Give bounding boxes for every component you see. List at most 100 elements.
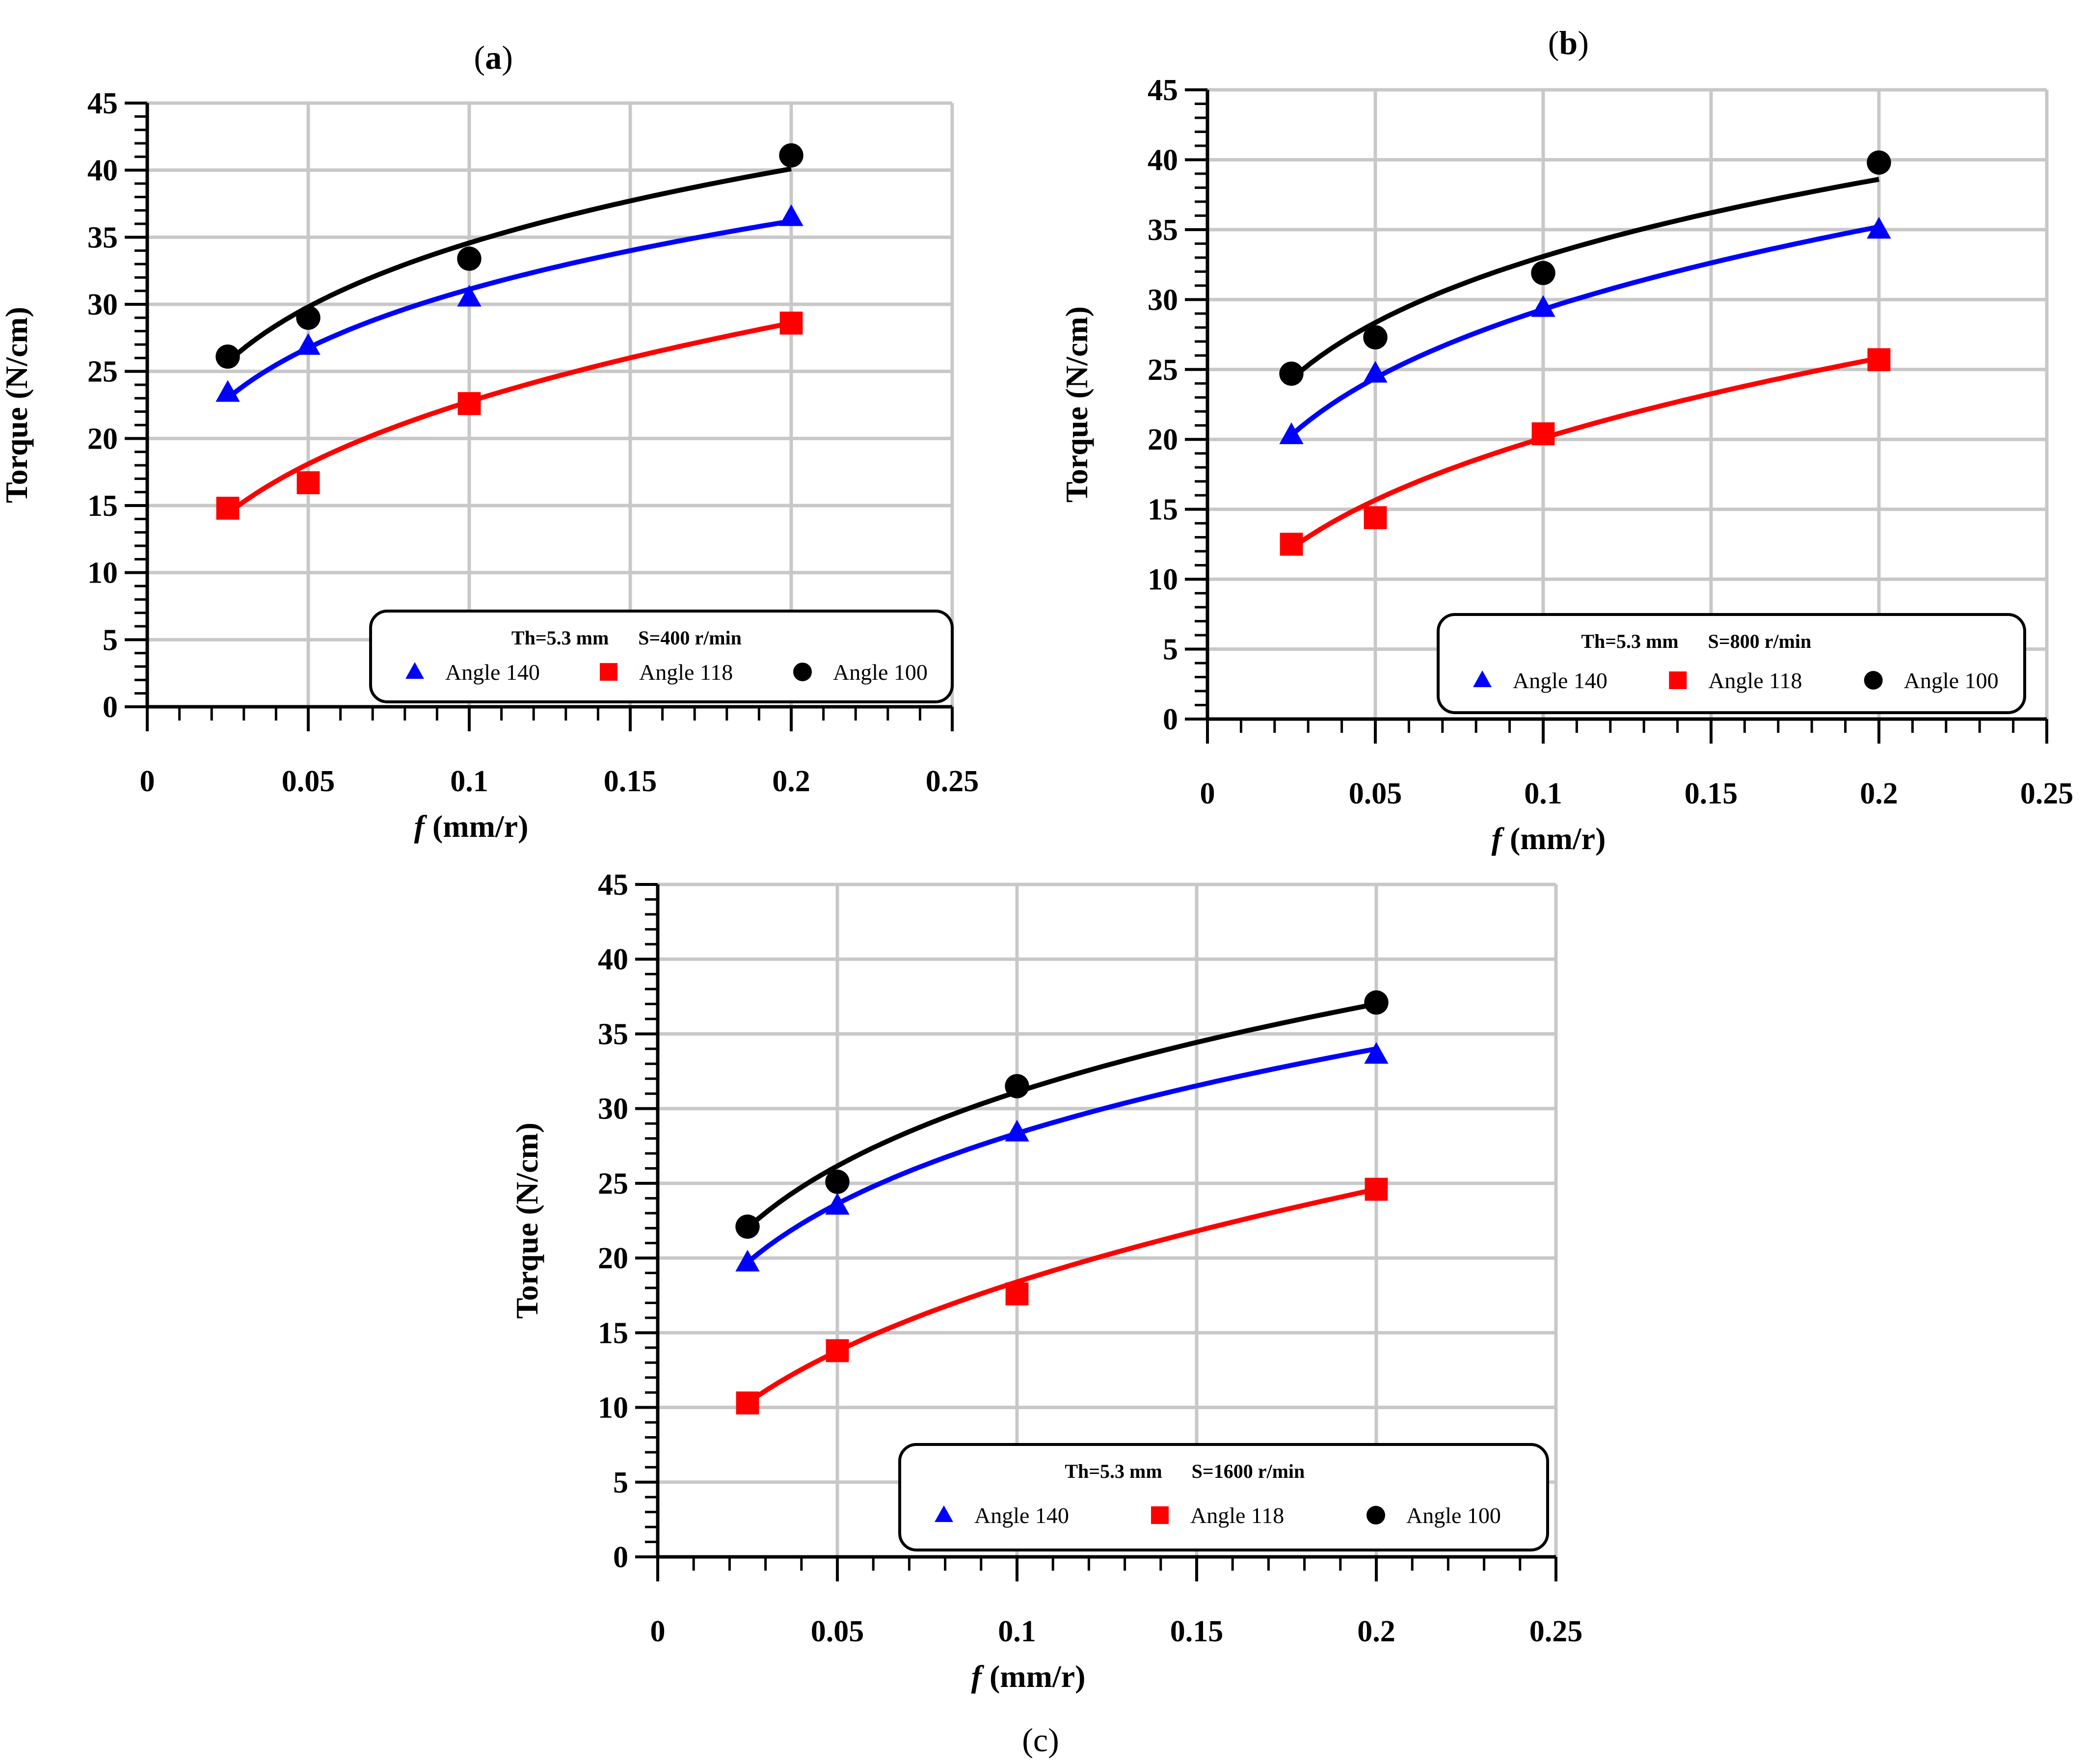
panel-label: (b)	[1548, 24, 1589, 61]
data-point	[1280, 533, 1303, 556]
y-tick-label: 25	[598, 1167, 628, 1201]
y-tick-label: 10	[598, 1391, 628, 1425]
y-tick-label: 0	[1163, 703, 1178, 736]
x-tick-label: 0.2	[772, 765, 810, 798]
x-tick-label: 0.05	[282, 765, 335, 798]
legend-title: Th=5.3 mm S=400 r/min	[511, 627, 742, 649]
y-tick-label: 45	[87, 87, 118, 120]
data-point	[1363, 361, 1388, 383]
figure-caption: (c)	[1022, 1721, 1059, 1759]
legend-marker	[1366, 1506, 1385, 1525]
x-tick-label: 0	[140, 765, 155, 798]
x-axis-title: f (mm/r)	[1492, 821, 1606, 856]
y-tick-label: 15	[598, 1316, 628, 1350]
data-point	[1867, 348, 1891, 372]
data-point	[1005, 1120, 1029, 1142]
fit-curve	[226, 218, 792, 401]
x-tick-label: 0.1	[1524, 777, 1562, 810]
data-point	[216, 497, 240, 520]
y-tick-label: 0	[103, 691, 118, 724]
x-tick-label: 0	[1200, 777, 1215, 810]
y-tick-label: 30	[598, 1093, 628, 1126]
legend-box	[898, 1443, 1549, 1551]
data-point	[1531, 295, 1555, 317]
legend-title: Th=5.3 mm S=800 r/min	[1581, 630, 1811, 652]
y-tick-label: 35	[87, 221, 118, 254]
data-point	[215, 380, 240, 402]
y-tick-label: 25	[1148, 353, 1178, 387]
legend-marker	[600, 663, 617, 681]
data-point	[735, 1250, 760, 1272]
data-point	[1279, 361, 1304, 386]
fit-curve	[226, 166, 792, 364]
data-point	[457, 285, 482, 307]
x-tick-label: 0.05	[811, 1615, 864, 1648]
data-point	[1279, 422, 1304, 444]
y-tick-label: 20	[1148, 423, 1178, 456]
legend-label: Angle 118	[1708, 668, 1802, 693]
data-point	[457, 246, 482, 271]
data-point	[825, 1170, 850, 1194]
y-tick-label: 40	[87, 154, 118, 187]
data-point	[296, 333, 321, 355]
data-point	[1005, 1282, 1029, 1306]
data-point	[1364, 506, 1387, 530]
y-tick-label: 35	[598, 1017, 628, 1051]
x-tick-label: 0.25	[2020, 777, 2074, 810]
y-tick-label: 5	[613, 1466, 628, 1499]
data-point	[779, 311, 803, 335]
data-point	[1363, 325, 1388, 349]
legend-marker	[405, 662, 424, 679]
data-point	[1531, 422, 1555, 446]
data-point	[296, 471, 320, 494]
legend-marker	[1864, 671, 1883, 690]
x-tick-label: 0.2	[1860, 777, 1898, 810]
y-tick-label: 30	[87, 288, 118, 321]
legend-marker	[793, 662, 812, 681]
fit-curve	[746, 1001, 1377, 1230]
x-tick-label: 0.15	[1685, 777, 1738, 810]
data-point	[1867, 216, 1891, 239]
y-tick-label: 20	[598, 1242, 628, 1275]
legend-box	[1437, 613, 2026, 714]
y-tick-label: 45	[1148, 74, 1178, 107]
fit-curve	[746, 1046, 1377, 1265]
legend-box	[369, 610, 954, 703]
fit-curve	[746, 1187, 1377, 1405]
data-point	[1867, 150, 1891, 175]
data-point	[1365, 1177, 1388, 1201]
panel-b: 0 5 10 15 20 25 30 35 40 45 0 0.05 0.1 0.15 0.2 0.25 f (…	[1059, 24, 2073, 856]
x-tick-label: 0.25	[926, 765, 979, 798]
y-tick-label: 10	[87, 557, 118, 590]
data-point	[825, 1193, 850, 1215]
legend-marker	[1473, 670, 1492, 687]
y-tick-label: 10	[1148, 563, 1178, 596]
legend-label: Angle 118	[639, 660, 733, 685]
y-tick-label: 15	[87, 489, 118, 523]
data-point	[735, 1214, 760, 1239]
legend-marker	[935, 1505, 953, 1523]
y-tick-label: 25	[87, 355, 118, 389]
data-point	[1364, 1042, 1389, 1064]
data-point	[779, 143, 803, 168]
legend-label: Angle 100	[1406, 1503, 1501, 1528]
y-tick-label: 30	[1148, 283, 1178, 317]
y-tick-label: 20	[87, 422, 118, 455]
x-tick-label: 0.15	[604, 765, 657, 798]
legend-marker	[1669, 671, 1687, 689]
x-axis-title: f (mm/r)	[414, 809, 529, 844]
data-point	[736, 1391, 759, 1415]
legend-label: Angle 140	[1513, 668, 1607, 693]
y-tick-label: 40	[598, 943, 628, 976]
y-tick-label: 0	[613, 1541, 628, 1574]
y-axis-title: Torque (N/cm)	[0, 307, 34, 503]
x-axis-title: f (mm/r)	[971, 1659, 1086, 1694]
data-point	[1531, 261, 1555, 285]
x-tick-label: 0.1	[450, 765, 488, 798]
data-point	[826, 1339, 849, 1363]
fit-curve	[1289, 177, 1879, 381]
fit-curve	[226, 321, 792, 516]
x-tick-label: 0.15	[1170, 1615, 1224, 1648]
legend-label: Angle 140	[445, 660, 540, 685]
y-tick-label: 40	[1148, 143, 1178, 177]
